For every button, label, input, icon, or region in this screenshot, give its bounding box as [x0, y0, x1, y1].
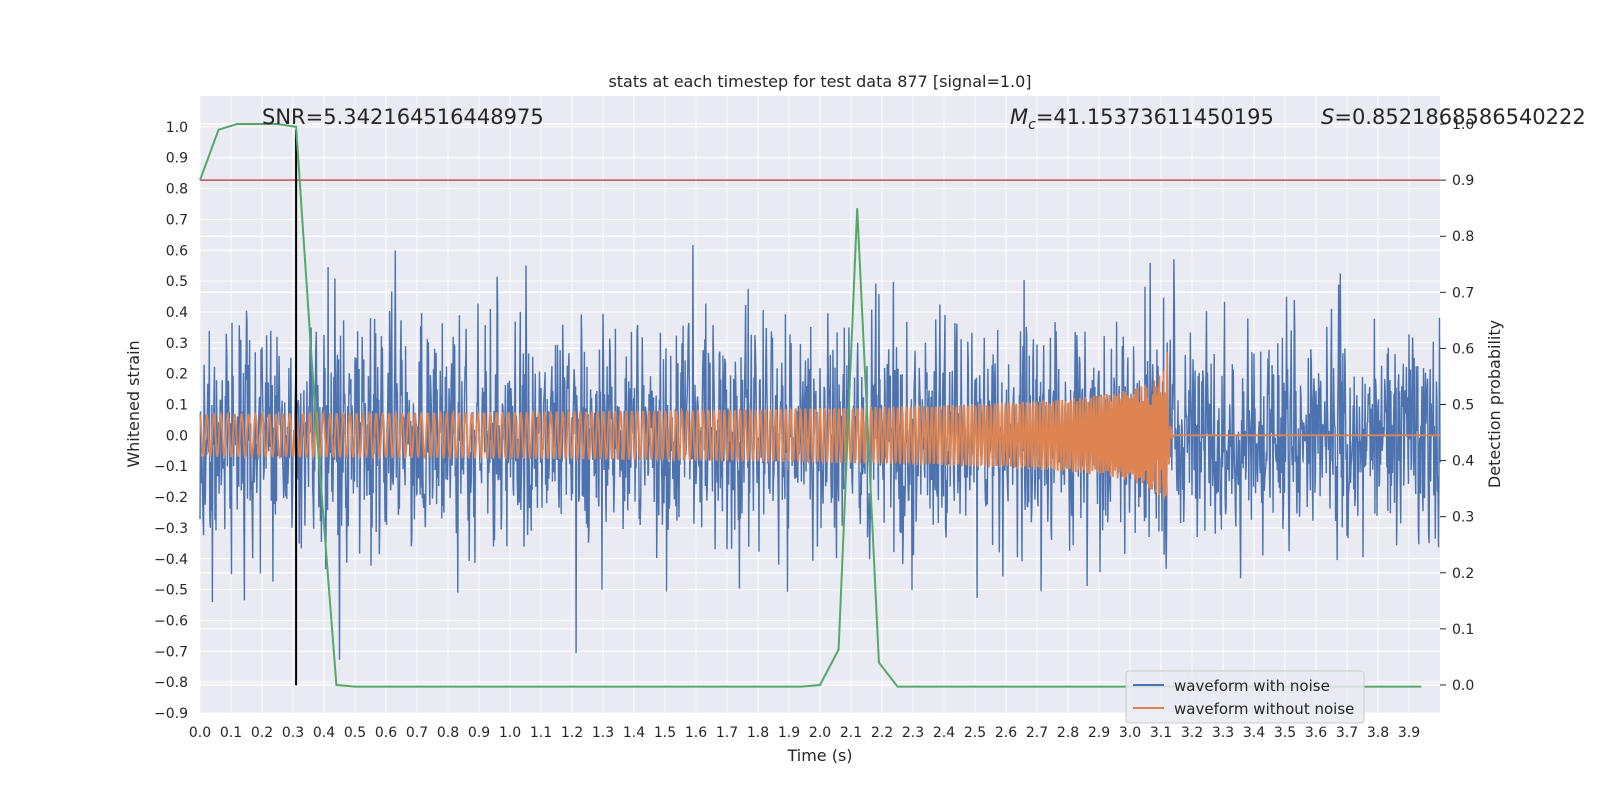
x-tick-label: 1.8	[747, 725, 769, 741]
y-axis-left-ticks: 1.0 0.9 0.8 0.7 0.6 0.5 0.4 0.3 0.2 0.1 0.0 −0.1 −0.…	[154, 120, 188, 722]
y-left-tick-label: 0.2	[166, 367, 188, 383]
x-tick-label: 1.6	[685, 725, 707, 741]
x-tick-label: 2.5	[964, 725, 986, 741]
y-right-tick-label: 0.5	[1452, 398, 1474, 414]
x-tick-label: 2.1	[840, 725, 862, 741]
y-left-tick-label: −0.8	[154, 675, 188, 691]
legend: waveform with noise waveform without noi…	[1125, 670, 1365, 724]
legend-label-noise: waveform with noise	[1174, 677, 1330, 695]
x-tick-label: 3.5	[1274, 725, 1296, 741]
x-tick-label: 0.4	[313, 725, 335, 741]
y-right-tick-label: 1.0	[1452, 117, 1474, 133]
x-tick-label: 1.9	[778, 725, 800, 741]
x-tick-label: 0.8	[437, 725, 459, 741]
x-tick-label: 3.1	[1150, 725, 1172, 741]
x-axis-ticks: 0.0 0.1 0.2 0.3 0.4 0.5 0.6 0.7 0.8 0.9 1.0 1.1 1.2 1…	[189, 725, 1420, 741]
x-tick-label: 0.6	[375, 725, 397, 741]
chart-title: stats at each timestep for test data 877…	[608, 72, 1031, 91]
x-tick-label: 3.4	[1243, 725, 1265, 741]
x-tick-label: 1.4	[623, 725, 645, 741]
x-tick-label: 2.3	[902, 725, 924, 741]
y-left-tick-label: −0.1	[154, 459, 188, 475]
series-waveform-without-noise	[199, 352, 1440, 500]
y-axis-left-label: Whitened strain	[124, 340, 143, 467]
x-tick-label: 0.1	[220, 725, 242, 741]
x-tick-label: 1.1	[530, 725, 552, 741]
y-left-tick-label: 0.3	[166, 336, 188, 352]
y-right-tick-label: 0.1	[1452, 622, 1474, 638]
y-left-tick-label: 0.8	[166, 182, 188, 198]
s-symbol: S	[1321, 105, 1334, 129]
x-tick-label: 0.3	[282, 725, 304, 741]
series-waveform-with-noise	[199, 244, 1441, 660]
y-right-tick-label: 0.4	[1452, 454, 1474, 470]
chirp-mass-subscript: c	[1028, 117, 1036, 133]
y-right-tick-label: 0.7	[1452, 285, 1474, 301]
s-value: =0.8521868586540222	[1334, 105, 1585, 129]
y-left-tick-label: −0.9	[154, 706, 188, 722]
chirp-mass-symbol: M	[1010, 105, 1028, 129]
x-tick-label: 3.2	[1181, 725, 1203, 741]
s-annotation: S=0.8521868586540222	[1321, 105, 1586, 129]
x-tick-label: 2.0	[809, 725, 831, 741]
x-axis-label: Time (s)	[786, 746, 852, 765]
y-left-tick-label: 0.4	[166, 305, 188, 321]
x-tick-label: 0.7	[406, 725, 428, 741]
y-left-tick-label: 0.9	[166, 151, 188, 167]
y-left-tick-label: 0.1	[166, 398, 188, 414]
x-tick-label: 3.8	[1367, 725, 1389, 741]
x-tick-label: 1.3	[592, 725, 614, 741]
waveform-without-noise-line	[199, 352, 1440, 500]
x-tick-label: 0.5	[344, 725, 366, 741]
x-tick-label: 1.7	[716, 725, 738, 741]
legend-label-clean: waveform without noise	[1174, 700, 1354, 718]
x-tick-label: 2.4	[933, 725, 955, 741]
x-tick-label: 2.2	[871, 725, 893, 741]
chirp-mass-annotation: Mc=41.15373611450195	[1010, 105, 1274, 133]
y-left-tick-label: −0.7	[154, 644, 188, 660]
y-left-tick-label: 1.0	[166, 120, 188, 136]
x-tick-label: 2.9	[1088, 725, 1110, 741]
y-left-tick-label: −0.3	[154, 521, 188, 537]
y-axis-right-label: Detection probability	[1485, 320, 1504, 488]
y-left-tick-label: −0.5	[154, 583, 188, 599]
y-right-tick-label: 0.0	[1452, 678, 1474, 694]
x-tick-label: 2.6	[995, 725, 1017, 741]
snr-annotation: SNR=5.342164516448975	[262, 105, 544, 129]
x-tick-label: 3.3	[1212, 725, 1234, 741]
x-tick-label: 3.9	[1398, 725, 1420, 741]
x-tick-label: 0.2	[251, 725, 273, 741]
y-right-tick-label: 0.8	[1452, 229, 1474, 245]
y-axis-right-ticks: 1.0 0.9 0.8 0.7 0.6 0.5 0.4 0.3 0.2 0.1 0.0	[1440, 117, 1474, 694]
x-tick-label: 0.9	[468, 725, 490, 741]
x-tick-label: 2.8	[1057, 725, 1079, 741]
y-right-tick-label: 0.3	[1452, 510, 1474, 526]
x-tick-label: 3.6	[1305, 725, 1327, 741]
y-left-tick-label: −0.6	[154, 613, 188, 629]
y-left-tick-label: −0.2	[154, 490, 188, 506]
y-left-tick-label: 0.0	[166, 428, 188, 444]
x-tick-label: 0.0	[189, 725, 211, 741]
waveform-with-noise-line	[199, 244, 1441, 660]
legend-box	[1125, 670, 1365, 724]
y-right-tick-label: 0.6	[1452, 341, 1474, 357]
y-right-tick-label: 0.2	[1452, 566, 1474, 582]
x-tick-label: 3.7	[1336, 725, 1358, 741]
y-right-tick-label: 0.9	[1452, 173, 1474, 189]
chirp-mass-value: =41.15373611450195	[1036, 105, 1274, 129]
x-tick-label: 1.0	[499, 725, 521, 741]
y-left-tick-label: 0.6	[166, 243, 188, 259]
y-left-tick-label: 0.7	[166, 212, 188, 228]
x-tick-label: 1.5	[654, 725, 676, 741]
y-left-tick-label: 0.5	[166, 274, 188, 290]
y-left-tick-label: −0.4	[154, 552, 188, 568]
x-tick-label: 3.0	[1119, 725, 1141, 741]
x-tick-label: 1.2	[561, 725, 583, 741]
x-tick-label: 2.7	[1026, 725, 1048, 741]
